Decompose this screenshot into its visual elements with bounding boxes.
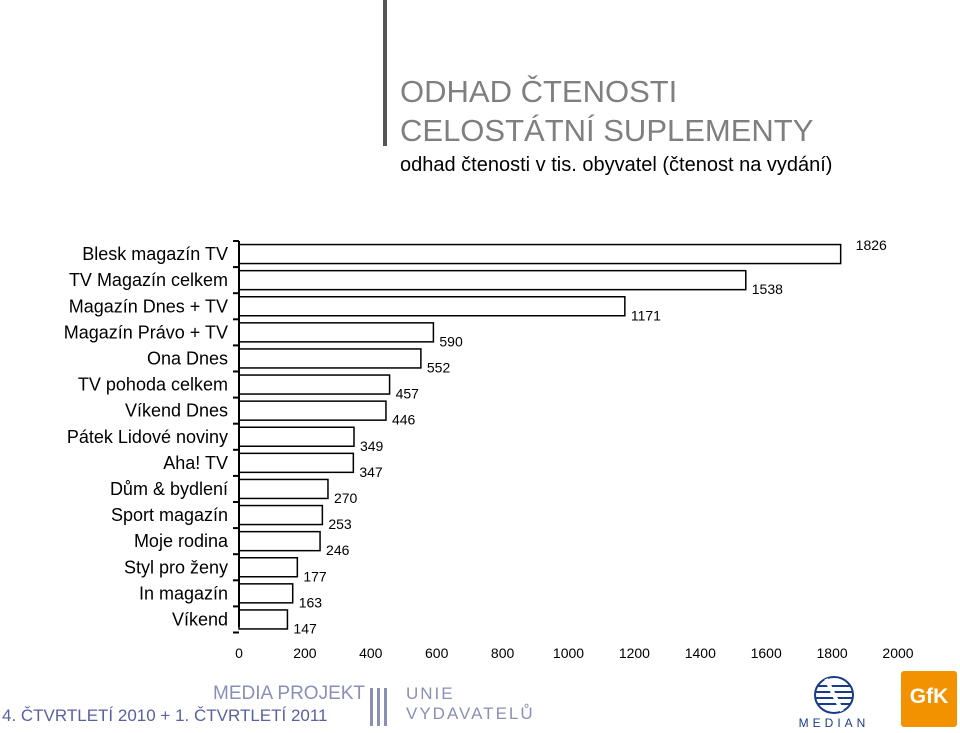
bar <box>238 426 355 447</box>
x-tick-label: 800 <box>491 645 515 661</box>
unie-vydavatelu-logo: UNIE VYDAVATELŮ <box>406 684 535 724</box>
gfk-logo-text: GfK <box>909 685 949 708</box>
bars <box>238 243 842 630</box>
media-projekt-label: MEDIA PROJEKT <box>213 683 366 704</box>
category-label: Blesk magazín TV <box>82 244 228 264</box>
bar-value-label: 347 <box>359 464 383 480</box>
axes <box>233 240 240 634</box>
x-tick-label: 200 <box>293 645 317 661</box>
category-label: TV pohoda celkem <box>78 375 228 395</box>
czech-publishers-logo <box>370 688 387 726</box>
bar-value-label: 1826 <box>856 237 887 253</box>
x-tick-label: 1800 <box>817 645 848 661</box>
bar-value-label: 349 <box>360 438 384 454</box>
bar-value-label: 270 <box>334 490 358 506</box>
bar-value-label: 457 <box>396 386 420 402</box>
median-logo: MEDIAN <box>792 674 876 730</box>
bar <box>238 348 422 369</box>
page-subtitle: odhad čtenosti v tis. obyvatel (čtenost … <box>400 154 833 176</box>
gfk-logo: GfK <box>901 671 957 727</box>
x-tick-label: 0 <box>235 645 243 661</box>
median-globe-icon <box>814 676 854 714</box>
category-label: Ona Dnes <box>147 348 228 368</box>
bar <box>238 504 324 526</box>
bar <box>238 530 321 552</box>
bar-value-label: 552 <box>427 359 451 375</box>
bar-value-label: 590 <box>439 333 463 349</box>
category-label: Aha! TV <box>163 453 228 473</box>
category-label: Magazín Právo + TV <box>64 322 228 342</box>
x-tick-label: 1600 <box>751 645 782 661</box>
category-label: Moje rodina <box>134 531 229 551</box>
bar <box>238 557 299 578</box>
category-label: Dům & bydlení <box>110 479 228 499</box>
bar <box>238 452 355 474</box>
header-divider <box>383 0 387 146</box>
x-tick-label: 1200 <box>619 645 650 661</box>
bar-value-label: 253 <box>328 516 352 532</box>
bar <box>238 269 747 291</box>
category-labels: Blesk magazín TV TV Magazín celkem Magazín… <box>64 244 229 629</box>
page-title-line1: ODHAD ČTENOSTI <box>400 74 678 109</box>
median-logo-text: MEDIAN <box>798 716 870 730</box>
bar-value-label: 1171 <box>631 307 661 323</box>
x-tick-label: 2000 <box>882 645 913 661</box>
page-title-line2: CELOSTÁTNÍ SUPLEMENTY <box>400 113 814 148</box>
bar-value-label: 446 <box>392 412 416 428</box>
readership-bar-chart: Blesk magazín TV TV Magazín celkem Magazín… <box>64 237 914 661</box>
category-label: Pátek Lidové noviny <box>67 427 228 447</box>
bar-value-label: 163 <box>299 594 323 610</box>
x-tick-labels: 0 200 400 600 800 1000 1200 1400 1600 1800 2000 <box>235 645 914 661</box>
bar <box>238 583 294 604</box>
category-label: Sport magazín <box>111 505 228 525</box>
bar-value-label: 147 <box>293 620 317 636</box>
unie-line1: UNIE <box>406 684 455 703</box>
x-tick-label: 400 <box>359 645 383 661</box>
bar-value-label: 1538 <box>752 281 783 297</box>
category-label: Víkend Dnes <box>125 401 228 421</box>
category-label: TV Magazín celkem <box>69 270 228 290</box>
category-label: Styl pro ženy <box>124 557 228 577</box>
bar <box>238 296 626 317</box>
bar <box>238 374 391 395</box>
bar <box>238 609 289 630</box>
category-label: Magazín Dnes + TV <box>69 296 228 316</box>
period-label: 4. ČTVRTLETÍ 2010 + 1. ČTVRTLETÍ 2011 <box>2 706 328 725</box>
x-tick-label: 1000 <box>553 645 584 661</box>
category-label: Víkend <box>172 609 228 629</box>
bar <box>238 322 435 343</box>
bar <box>238 400 387 421</box>
bar-value-label: 177 <box>303 568 327 584</box>
bar <box>238 243 842 265</box>
x-tick-label: 600 <box>425 645 449 661</box>
bar-value-label: 246 <box>326 542 350 558</box>
bar <box>238 478 329 500</box>
x-tick-label: 1400 <box>685 645 716 661</box>
unie-line2: VYDAVATELŮ <box>406 704 535 723</box>
category-label: In magazín <box>139 583 228 603</box>
